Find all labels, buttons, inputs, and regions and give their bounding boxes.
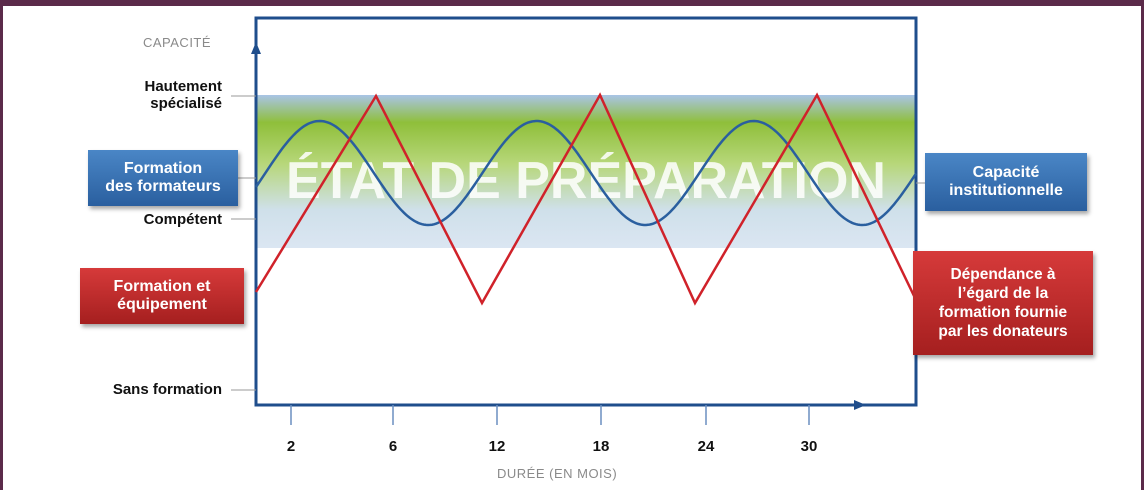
right-border xyxy=(1141,0,1144,490)
readiness-label: ÉTAT DE PRÉPARATION xyxy=(286,152,886,210)
x-axis-caption: DURÉE (EN MOIS) xyxy=(497,466,618,481)
training-equipment-box: Formation et équipement xyxy=(80,268,244,324)
y-axis-arrowhead xyxy=(251,42,261,54)
x-tick-label-18: 18 xyxy=(592,438,610,455)
dependence-line4: par les donateurs xyxy=(938,323,1068,340)
y-axis-caption: CAPACITÉ xyxy=(143,35,212,50)
y-level-untrained: Sans formation xyxy=(112,381,222,398)
trainers-line2: des formateurs xyxy=(105,178,221,195)
donor-dependence-box: Dépendance à l’égard de la formation fou… xyxy=(913,251,1093,355)
y-level-competent: Compétent xyxy=(143,211,222,228)
x-axis-arrowhead xyxy=(854,400,866,410)
trainers-training-box: Formation des formateurs xyxy=(88,150,238,206)
left-border xyxy=(0,0,3,490)
training-equipment-curve xyxy=(254,92,918,306)
training-line1: Formation et xyxy=(113,278,211,295)
institutional-capacity-curve xyxy=(254,119,918,227)
x-tick-label-24: 24 xyxy=(697,438,715,455)
y-level-high-line1: Hautement xyxy=(144,78,222,95)
y-level-high: Hautement spécialisé xyxy=(60,78,222,112)
x-tick-label-12: 12 xyxy=(488,438,506,455)
dependence-line2: l’égard de la xyxy=(957,285,1049,302)
institutional-capacity-box: Capacité institutionnelle xyxy=(925,153,1087,211)
x-tick-label-30: 30 xyxy=(800,438,818,455)
x-tick-label-6: 6 xyxy=(388,438,398,455)
trainers-line1: Formation xyxy=(123,160,203,177)
top-border xyxy=(0,0,1144,6)
dependence-line1: Dépendance à xyxy=(950,266,1056,283)
dependence-line3: formation fournie xyxy=(938,304,1068,321)
y-level-high-line2: spécialisé xyxy=(150,95,222,112)
institutional-line1: Capacité xyxy=(972,164,1040,181)
x-tick-label-2: 2 xyxy=(286,438,296,455)
training-line2: équipement xyxy=(117,296,207,313)
institutional-line2: institutionnelle xyxy=(949,182,1063,199)
